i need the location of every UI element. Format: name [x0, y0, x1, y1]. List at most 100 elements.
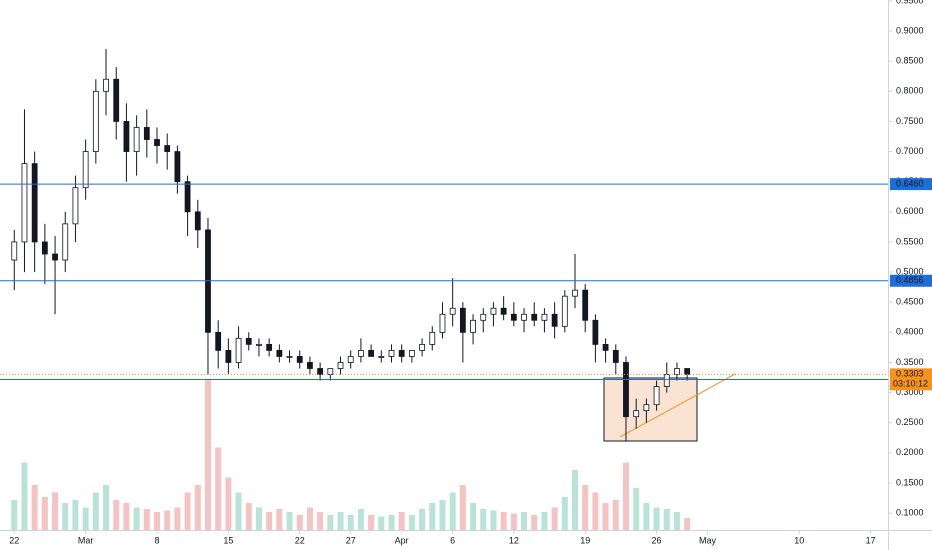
candle-body	[113, 78, 120, 122]
candle-body	[551, 313, 558, 327]
candle-body	[154, 139, 160, 146]
candle-body	[643, 404, 650, 412]
y-tick-label: 0.2000	[896, 447, 924, 457]
volume-bar	[113, 500, 120, 530]
candle-body	[490, 307, 497, 315]
candle-body	[41, 241, 48, 255]
volume-bar	[582, 485, 589, 530]
y-tick-label: 0.4500	[896, 297, 924, 307]
volume-bar	[521, 512, 528, 530]
candle-body	[592, 319, 599, 345]
volume-bar	[194, 485, 201, 530]
candle-body	[62, 223, 69, 261]
x-tick-label: Apr	[395, 535, 409, 545]
candle-body	[459, 307, 466, 333]
candle-body	[215, 331, 222, 351]
volume-bar	[235, 492, 242, 530]
x-tick-label: 10	[794, 535, 804, 545]
x-tick-label: 8	[154, 535, 159, 545]
y-tick-label: 0.9000	[896, 25, 924, 35]
volume-bar	[82, 507, 89, 530]
volume-bar	[561, 497, 568, 530]
volume-bar	[306, 507, 313, 530]
range-box	[603, 377, 698, 442]
candle-body	[684, 368, 691, 375]
y-tick-label: 0.8500	[896, 56, 924, 66]
x-tick-label: 6	[450, 535, 455, 545]
volume-bar	[174, 507, 181, 530]
candle-body	[572, 289, 578, 297]
candle-body	[307, 362, 313, 369]
volume-bar	[72, 500, 79, 530]
volume-bar	[154, 512, 161, 530]
volume-bar	[245, 503, 252, 530]
level-tag	[890, 274, 932, 287]
volume-bar	[255, 507, 262, 530]
volume-bar	[378, 516, 385, 530]
candle-body	[388, 350, 395, 357]
y-tick-label: 0.4000	[896, 327, 924, 337]
level-label: 0.4856	[896, 275, 924, 285]
candle-body	[368, 350, 375, 357]
volume-bar	[133, 507, 140, 530]
y-tick-label: 0.7500	[896, 116, 924, 126]
volume-bar	[11, 500, 18, 530]
candle-body	[82, 151, 89, 189]
x-tick-label: 12	[509, 535, 519, 545]
volume-bar	[52, 492, 59, 530]
candle-body	[296, 356, 303, 363]
level-tag	[890, 178, 932, 191]
y-tick-label: 0.3500	[896, 357, 924, 367]
volume-bar	[510, 513, 517, 530]
candle-body	[123, 121, 130, 152]
x-tick-label: 22	[295, 535, 305, 545]
candle-body	[317, 368, 324, 375]
y-tick-label: 0.5000	[896, 266, 924, 276]
volume-bar	[429, 503, 436, 530]
x-tick-label: 17	[866, 535, 876, 545]
candle-body	[674, 368, 680, 375]
volume-bar	[622, 462, 629, 530]
x-tick-label: 15	[223, 535, 233, 545]
candle-body	[623, 362, 629, 418]
y-tick-label: 0.5500	[896, 236, 924, 246]
volume-bar	[31, 485, 38, 530]
y-tick-label: 0.1500	[896, 477, 924, 487]
candle-body	[235, 337, 242, 363]
candle-body	[256, 343, 262, 346]
candle-body	[266, 343, 273, 351]
candle-body	[245, 337, 252, 345]
candle-body	[286, 356, 293, 358]
volume-bar	[357, 509, 364, 530]
volume-bar	[143, 509, 150, 530]
candle-body	[194, 211, 201, 231]
volume-bar	[184, 492, 191, 530]
volume-bar	[612, 500, 619, 530]
volume-bar	[92, 492, 99, 530]
y-tick-label: 0.7000	[896, 146, 924, 156]
candle-body	[408, 350, 415, 357]
candle-body	[337, 362, 344, 369]
x-tick-label: 19	[580, 535, 590, 545]
candle-body	[582, 289, 589, 321]
volume-bar	[572, 470, 579, 530]
candle-body	[276, 350, 283, 357]
volume-bar	[653, 507, 660, 530]
volume-bar	[500, 512, 507, 530]
volume-bar	[347, 515, 354, 530]
y-tick-label: 0.8000	[896, 86, 924, 96]
volume-bar	[225, 477, 232, 530]
volume-bar	[164, 510, 171, 530]
candle-body	[358, 350, 364, 357]
candle-body	[52, 253, 58, 261]
candle-body	[21, 163, 28, 243]
x-tick-label: May	[699, 535, 717, 545]
candle-body	[541, 313, 548, 321]
volume-bar	[490, 510, 497, 530]
x-tick-label: 27	[346, 535, 356, 545]
volume-bar	[215, 447, 222, 530]
volume-bar	[327, 515, 334, 530]
candle-body	[663, 374, 670, 387]
volume-bar	[296, 515, 303, 530]
